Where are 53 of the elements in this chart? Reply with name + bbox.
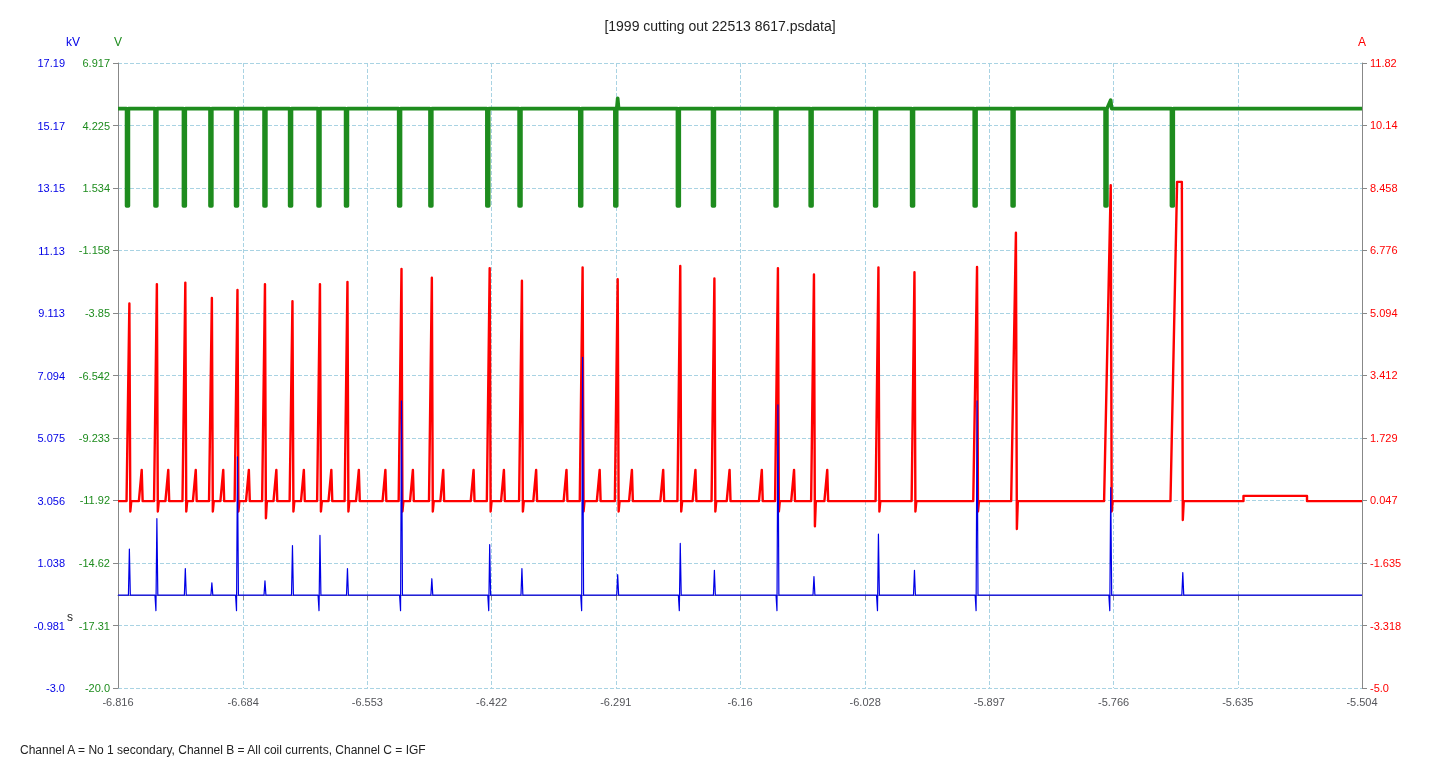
y3-tick-label: -14.62 [78,557,110,570]
x-axis-title: s [66,610,73,625]
line-series [117,356,1363,612]
y3-tick-label: -9.233 [78,432,110,444]
y2-tick-label: 10.14 [1370,119,1398,132]
x-tick-label: -6.291 [600,695,632,708]
y3-tick-label: -6.542 [78,369,110,382]
y2-tick-label: 5.094 [1370,306,1398,319]
y2-tick-label: 11.82 [1370,57,1397,69]
y3-tick-label: -17.31 [78,619,110,632]
y3-tick-label: 6.917 [82,57,110,69]
y2-tick-label: -5.0 [1370,682,1389,694]
y2-tick-label: 3.412 [1370,369,1398,382]
y3-tick-label: -1.158 [78,244,110,257]
chart-title: [1999 cutting out 22513 8617.psdata] [604,18,836,34]
y-tick-label: 11.13 [38,244,65,257]
x-tick-label: -6.553 [351,695,383,708]
x-tick-label: -5.635 [1222,695,1254,708]
y-tick-label: 3.056 [37,494,65,507]
y-tick-label: 15.17 [37,119,65,132]
y2-tick-label: 8.458 [1370,181,1398,194]
y-axis-title: kV [65,35,81,49]
y2-tick-label: 6.776 [1370,244,1398,257]
y-tick-label: 9.113 [38,307,65,320]
y2-tick-label: 0.047 [1370,494,1398,507]
y2-axis-title: A [1357,35,1367,49]
x-tick-label: -6.422 [475,695,508,708]
y3-axis-title: V [113,35,123,49]
x-tick-label: -6.816 [102,695,134,708]
text: Channel A = No 1 secondary, Channel B = All coil currents, Channel C = IGF [20,743,426,757]
y-tick-label: 1.038 [37,557,65,569]
y-tick-label: 7.094 [37,369,65,382]
y3-tick-label: -11.92 [79,494,110,507]
x-tick-label: -6.16 [727,695,753,708]
x-tick-label: -5.504 [1346,695,1378,708]
y-tick-label: 5.075 [37,432,65,445]
y2-tick-label: -3.318 [1370,619,1402,632]
y3-tick-label: 4.225 [82,119,110,132]
y-tick-label: -0.981 [33,619,65,632]
y-tick-label: 17.19 [37,57,65,69]
line-series [116,96,1364,208]
x-tick-label: -6.684 [227,695,259,708]
y-tick-label: -3.0 [46,682,65,694]
y3-tick-label: -3.85 [84,307,110,319]
x-tick-label: -6.028 [849,695,881,708]
y2-tick-label: -1.635 [1370,556,1402,569]
y3-tick-label: -20.0 [84,682,110,694]
y3-tick-label: 1.534 [82,181,110,194]
x-tick-label: -5.766 [1097,695,1130,708]
x-tick-label: -5.897 [973,695,1005,708]
y-tick-label: 13.15 [37,182,65,195]
line-series [116,180,1364,531]
y2-tick-label: 1.729 [1370,431,1398,444]
